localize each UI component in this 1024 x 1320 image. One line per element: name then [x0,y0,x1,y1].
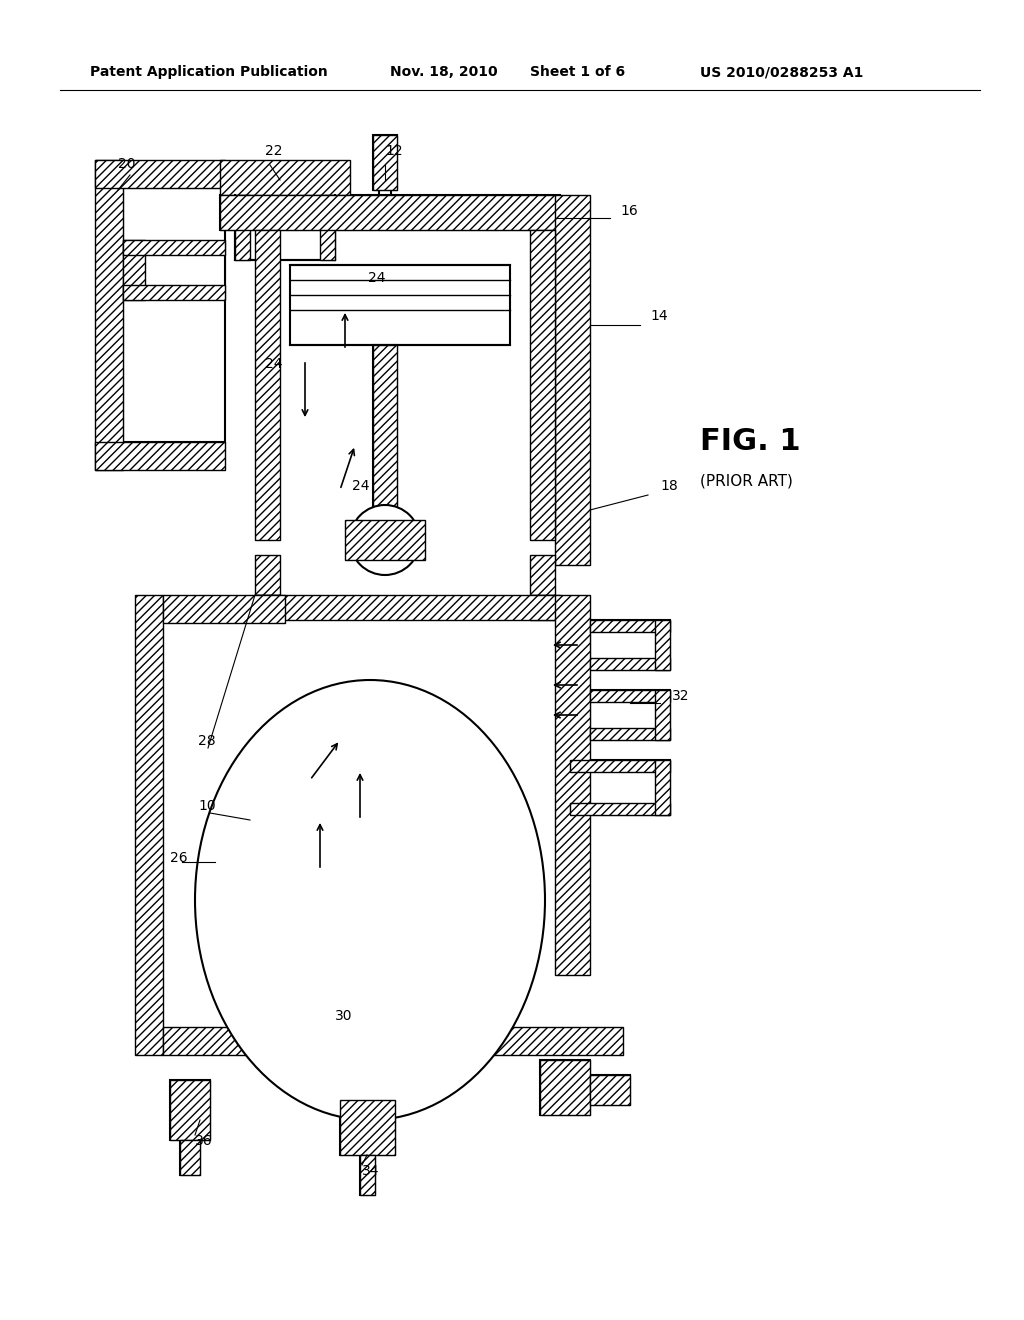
Bar [570,760,670,772]
Bar [163,1027,623,1055]
Text: Nov. 18, 2010: Nov. 18, 2010 [390,65,498,79]
Bar [590,620,670,671]
Bar [340,1100,395,1155]
Text: 34: 34 [362,1164,380,1177]
Text: US 2010/0288253 A1: US 2010/0288253 A1 [700,65,863,79]
Bar [373,135,397,190]
Bar [590,657,670,671]
Text: 28: 28 [198,734,216,748]
Bar [135,595,163,1055]
Circle shape [350,506,420,576]
Bar [95,160,123,470]
Ellipse shape [195,680,545,1119]
Bar [255,230,280,540]
Text: 24: 24 [368,271,385,285]
Bar [123,240,145,300]
Bar [379,190,391,210]
Bar [655,620,670,671]
Bar [570,760,670,814]
Bar [123,187,225,442]
Text: Patent Application Publication: Patent Application Publication [90,65,328,79]
Bar [373,135,397,190]
Bar [373,345,397,520]
Bar [255,595,560,620]
Bar [319,195,335,260]
Text: (PRIOR ART): (PRIOR ART) [700,473,793,488]
Bar [590,690,670,702]
Bar [340,1100,395,1155]
Bar [290,265,510,345]
Bar [123,240,225,255]
Text: 16: 16 [620,205,638,218]
Bar [220,195,560,230]
Bar [555,195,590,565]
Text: 24: 24 [352,479,370,492]
Bar [220,160,350,195]
Text: Sheet 1 of 6: Sheet 1 of 6 [530,65,625,79]
Text: 14: 14 [650,309,668,323]
Bar [220,195,560,230]
Text: FIG. 1: FIG. 1 [700,426,801,455]
Text: 26: 26 [170,851,187,865]
Bar [255,554,280,595]
Bar [655,690,670,741]
Bar [540,1060,590,1115]
Bar [590,1074,630,1105]
Bar [345,520,425,560]
Bar [95,442,225,470]
Bar [360,1155,375,1195]
Bar [255,595,280,620]
Bar [590,620,670,632]
Bar [590,1074,630,1105]
Text: 36: 36 [195,1134,213,1148]
Bar [530,595,555,620]
Bar [123,240,225,300]
Bar [555,595,590,975]
Bar [590,729,670,741]
Bar [655,760,670,814]
Bar [234,195,335,260]
Bar [540,1060,590,1115]
Text: 18: 18 [660,479,678,492]
Bar [163,595,285,623]
Bar [170,1080,210,1140]
Bar [373,345,397,520]
Bar [570,803,670,814]
Bar [530,230,555,540]
Text: 12: 12 [385,144,402,158]
Text: 20: 20 [118,157,135,172]
Bar [180,1140,200,1175]
Bar [530,554,555,595]
Bar [170,1080,210,1140]
Text: 24: 24 [265,356,283,371]
Bar [590,690,670,741]
Bar [180,1140,200,1175]
Text: 30: 30 [335,1008,352,1023]
Bar [360,1155,375,1195]
Bar [123,285,225,300]
Bar [95,160,225,187]
Bar [234,195,250,260]
Text: 10: 10 [198,799,216,813]
Text: 32: 32 [672,689,689,704]
Text: 22: 22 [265,144,283,158]
